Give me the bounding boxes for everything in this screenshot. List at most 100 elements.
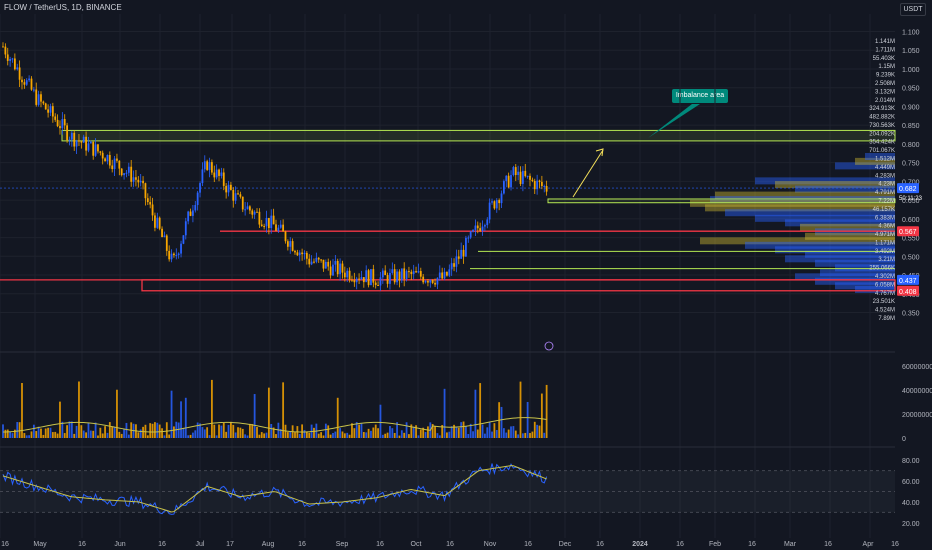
candle-body	[30, 78, 33, 90]
volume-bar	[28, 435, 31, 438]
volume-bar	[40, 428, 42, 438]
volume-bar	[232, 424, 235, 438]
price-badge-value: 0.682	[899, 186, 917, 193]
candle-body	[73, 132, 76, 147]
volume-bar	[35, 431, 38, 438]
time-tick: 16	[78, 541, 86, 548]
candle-body	[2, 46, 4, 48]
candle-body	[199, 183, 201, 193]
candle-body	[135, 177, 137, 180]
volume-bar	[514, 430, 517, 438]
candle-body	[469, 231, 472, 238]
annotation-label[interactable]: Imbalance area	[672, 89, 728, 103]
volume-bar	[336, 397, 339, 438]
volume-bar	[13, 429, 16, 438]
currency-selector[interactable]: USDT	[900, 3, 926, 16]
candle-body	[206, 161, 209, 170]
profile-bar	[775, 181, 895, 189]
candle-body	[229, 184, 232, 190]
profile-label: 55.403K	[873, 56, 895, 62]
candle-body	[540, 181, 543, 187]
profile-bar	[710, 196, 895, 204]
volume-bar	[303, 430, 306, 438]
price-tick: 0.900	[902, 104, 920, 111]
candle-body	[42, 101, 45, 104]
candle-body	[97, 144, 99, 152]
volume-bar	[396, 422, 398, 438]
volume-bar	[73, 433, 76, 438]
profile-bar	[820, 269, 895, 277]
candle-body	[334, 260, 337, 265]
time-tick: 16	[596, 541, 604, 548]
candle-body	[51, 106, 54, 117]
volume-bar	[168, 434, 171, 438]
candle-body	[92, 141, 95, 156]
volume-bar	[97, 435, 99, 438]
candle-body	[424, 281, 427, 283]
volume-bar	[139, 429, 142, 438]
price-badge-value: 0.437	[899, 278, 917, 285]
candle-body	[438, 272, 441, 278]
volume-bar	[275, 434, 277, 438]
candle-body	[192, 210, 194, 216]
candle-body	[322, 259, 325, 269]
candle-body	[127, 166, 130, 173]
volume-bar	[258, 434, 261, 438]
profile-label: 3.132M	[875, 89, 895, 95]
volume-bar	[182, 428, 185, 438]
profile-label: 3.492M	[875, 249, 895, 255]
candle-body	[218, 169, 220, 176]
time-tick: 16	[891, 541, 899, 548]
volume-bar	[196, 422, 199, 438]
candle-body	[40, 94, 42, 102]
volume-bar	[241, 428, 244, 438]
profile-label: 4.971M	[875, 232, 895, 238]
candle-body	[284, 231, 287, 242]
candle-body	[517, 171, 520, 176]
candle-body	[208, 162, 211, 170]
time-tick: Sep	[336, 541, 349, 548]
volume-bar	[424, 432, 427, 438]
profile-label: 354.424K	[869, 140, 895, 146]
volume-bar	[417, 435, 420, 438]
volume-bar	[282, 382, 285, 438]
price-tick: 0.500	[902, 254, 920, 261]
candle-body	[59, 126, 61, 129]
candle-body	[339, 263, 341, 275]
candle-body	[379, 277, 382, 286]
candle-body	[441, 272, 444, 279]
candle-body	[298, 252, 301, 256]
profile-bar	[700, 237, 895, 245]
candle-body	[391, 269, 394, 273]
profile-label: 730.563K	[869, 123, 895, 129]
volume-bar	[177, 422, 180, 438]
volume-bar	[270, 424, 273, 438]
profile-label: 2.508M	[875, 81, 895, 87]
profile-bar	[690, 199, 895, 207]
volume-bar	[142, 426, 144, 438]
candle-body	[89, 141, 92, 144]
candle-body	[436, 277, 439, 285]
volume-bar	[348, 434, 351, 438]
volume-tick: 0	[902, 436, 906, 443]
candle-body	[47, 109, 50, 113]
volume-bar	[101, 433, 104, 438]
volume-bar	[419, 429, 422, 438]
candle-body	[301, 252, 304, 255]
candle-body	[16, 67, 19, 70]
profile-bar	[795, 185, 895, 193]
volume-bar	[377, 428, 379, 438]
volume-bar	[11, 433, 14, 438]
volume-bar	[327, 425, 330, 438]
candle-body	[177, 253, 180, 256]
candle-body	[253, 211, 256, 215]
time-tick: Nov	[484, 541, 497, 548]
candle-body	[455, 256, 458, 267]
volume-bar	[517, 434, 520, 438]
volume-bar	[125, 422, 128, 438]
candle-body	[28, 78, 31, 81]
candle-body	[372, 269, 375, 283]
candle-body	[457, 256, 460, 259]
candle-body	[275, 224, 277, 231]
